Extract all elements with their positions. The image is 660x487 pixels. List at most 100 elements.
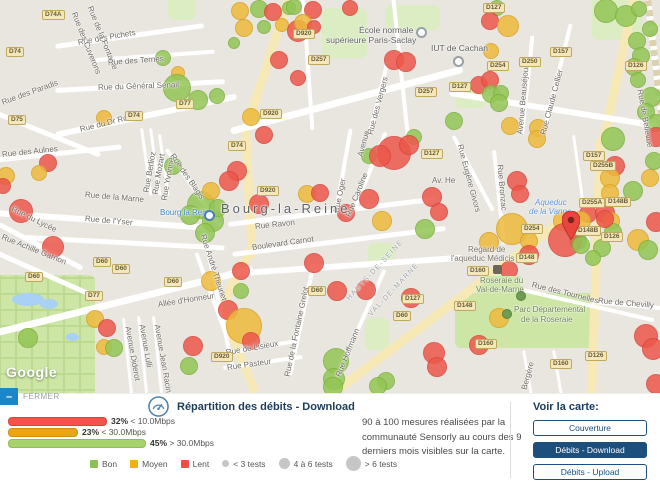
road-shield: D257: [308, 55, 330, 65]
road-shield: D74: [125, 111, 143, 121]
measurement-dot-r: [646, 374, 660, 393]
road-shield: D254: [487, 61, 509, 71]
school-poi-icon[interactable]: [416, 27, 427, 38]
measurement-dot-g: [18, 328, 38, 348]
measurement-dot-r: [430, 203, 448, 221]
road-shield: D250: [519, 57, 541, 67]
rer-station-icon[interactable]: [204, 210, 215, 221]
measurement-dot-g: [638, 240, 658, 260]
sidebar-title: Voir la carte:: [533, 401, 599, 413]
measurement-dot-r: [399, 135, 419, 155]
pond: [66, 333, 79, 341]
fermer-button[interactable]: – FERMER: [0, 388, 60, 405]
distribution-bars: 32% < 10.0Mbps 23% < 30.0Mbps 45% > 30.0Mb…: [8, 416, 214, 449]
road-shield: D127: [402, 294, 424, 304]
road-shield: D60: [112, 264, 130, 274]
distribution-bar: [8, 438, 146, 448]
map-label: École normale: [359, 25, 414, 35]
measurement-dot-r: [0, 178, 11, 194]
road-shield: D160: [467, 266, 489, 276]
map-label: Rue de la Fontaine Grelot: [282, 285, 311, 378]
road-shield: D157: [550, 47, 572, 57]
distribution-bar-row: 45% > 30.0Mbps: [8, 438, 214, 448]
measurement-dot-y: [201, 271, 221, 291]
measurement-dot-r: [396, 52, 416, 72]
panel-header: Répartition des débits - Download: [148, 396, 355, 417]
park-area: [368, 243, 396, 263]
measurement-dot-g: [195, 223, 215, 243]
measurement-dot-y: [202, 182, 220, 200]
map-pin-icon[interactable]: [562, 211, 580, 240]
road-shield: D60: [393, 311, 411, 321]
measurement-dot-g: [631, 1, 647, 17]
road-shield: D148: [454, 301, 476, 311]
road-shield: D127: [449, 82, 471, 92]
measurement-dot-r: [304, 253, 324, 273]
measurement-dot-r: [270, 51, 288, 69]
park-tree-icon: [516, 291, 526, 301]
size-legend-item: < 3 tests: [222, 459, 266, 469]
road-shield: D157: [583, 151, 605, 161]
distribution-bar: [8, 427, 78, 437]
measurement-dot-y: [235, 19, 253, 37]
measurement-dot-g: [180, 205, 200, 225]
measurement-dot-g: [645, 152, 660, 170]
map-label: Bourg-la-Reine: [221, 201, 351, 216]
map-canvas[interactable]: Rue des Pichets Rue de la Fontaine Rue des…: [0, 0, 660, 393]
measurement-dot-g: [623, 181, 643, 201]
road-shield: D160: [550, 359, 572, 369]
measurement-dot-g: [257, 20, 271, 34]
road-shield: D255A: [579, 198, 606, 208]
park-area: [168, 0, 196, 20]
road-shield: D74: [6, 47, 24, 57]
measurement-dot-g: [630, 72, 646, 88]
map-type-button-couverture[interactable]: Couverture: [533, 420, 647, 436]
map-label: Avenue Beauséjour: [515, 64, 531, 135]
park-tree-icon: [502, 309, 512, 319]
measurement-dot-r: [511, 185, 529, 203]
measurement-dot-y: [528, 130, 546, 148]
note-line: 90 à 100 mesures réalisées par la: [362, 417, 506, 428]
measurement-dot-r: [642, 338, 660, 360]
quality-color-swatch: [130, 459, 139, 468]
map-label: Parc Départemental: [514, 305, 586, 314]
test-count-circle: [222, 460, 230, 467]
quality-legend-item: Moyen: [130, 459, 168, 469]
map-type-button-d-bits-upload[interactable]: Débits - Upload: [533, 464, 647, 480]
map-label: Rue des Vergers: [365, 75, 390, 136]
map-label: Bergère: [519, 360, 536, 391]
measurement-dot-y: [231, 2, 249, 20]
measurement-dot-r: [9, 199, 33, 223]
map-type-button-d-bits-download[interactable]: Débits - Download: [533, 442, 647, 458]
quality-color-swatch: [90, 459, 98, 468]
map-label: Aqueduc: [535, 198, 567, 207]
panel-divider: [510, 402, 511, 478]
distribution-bar: [8, 416, 107, 426]
map-label: Rue des Blagis: [168, 151, 207, 202]
map-label: Regard de: [468, 245, 506, 254]
measurement-dot-r: [369, 145, 391, 167]
measurement-dot-g: [286, 0, 302, 15]
road-shield: D920: [211, 352, 233, 362]
minimize-icon[interactable]: –: [0, 388, 18, 405]
measurement-dot-r: [342, 0, 358, 16]
map-label: Roseraie du: [480, 276, 524, 285]
measurement-dot-y: [641, 169, 659, 187]
school-poi-icon[interactable]: [453, 56, 464, 67]
map-switcher: Voir la carte: Couverture Débits - Downlo…: [533, 401, 651, 486]
measurement-dot-r: [255, 126, 273, 144]
measurement-dot-g: [228, 37, 240, 49]
measurement-dot-r: [183, 336, 203, 356]
map-label: Bourg la Reine: [160, 208, 213, 217]
monument-icon[interactable]: [493, 265, 502, 274]
measurement-dot-r: [42, 236, 64, 258]
measurement-dot-r: [232, 262, 250, 280]
legend-row: Bon Moyen Lent < 3 tests 4 à 6 tests > 6 test…: [90, 456, 397, 471]
measurement-dot-g: [415, 219, 435, 239]
measurement-dot-g: [585, 250, 601, 266]
measurement-dot-r: [219, 171, 239, 191]
measurement-dot-r: [264, 3, 282, 21]
quality-legend-item: Lent: [180, 459, 209, 469]
road-shield: D60: [25, 272, 43, 282]
measurement-dot-y: [483, 43, 499, 59]
